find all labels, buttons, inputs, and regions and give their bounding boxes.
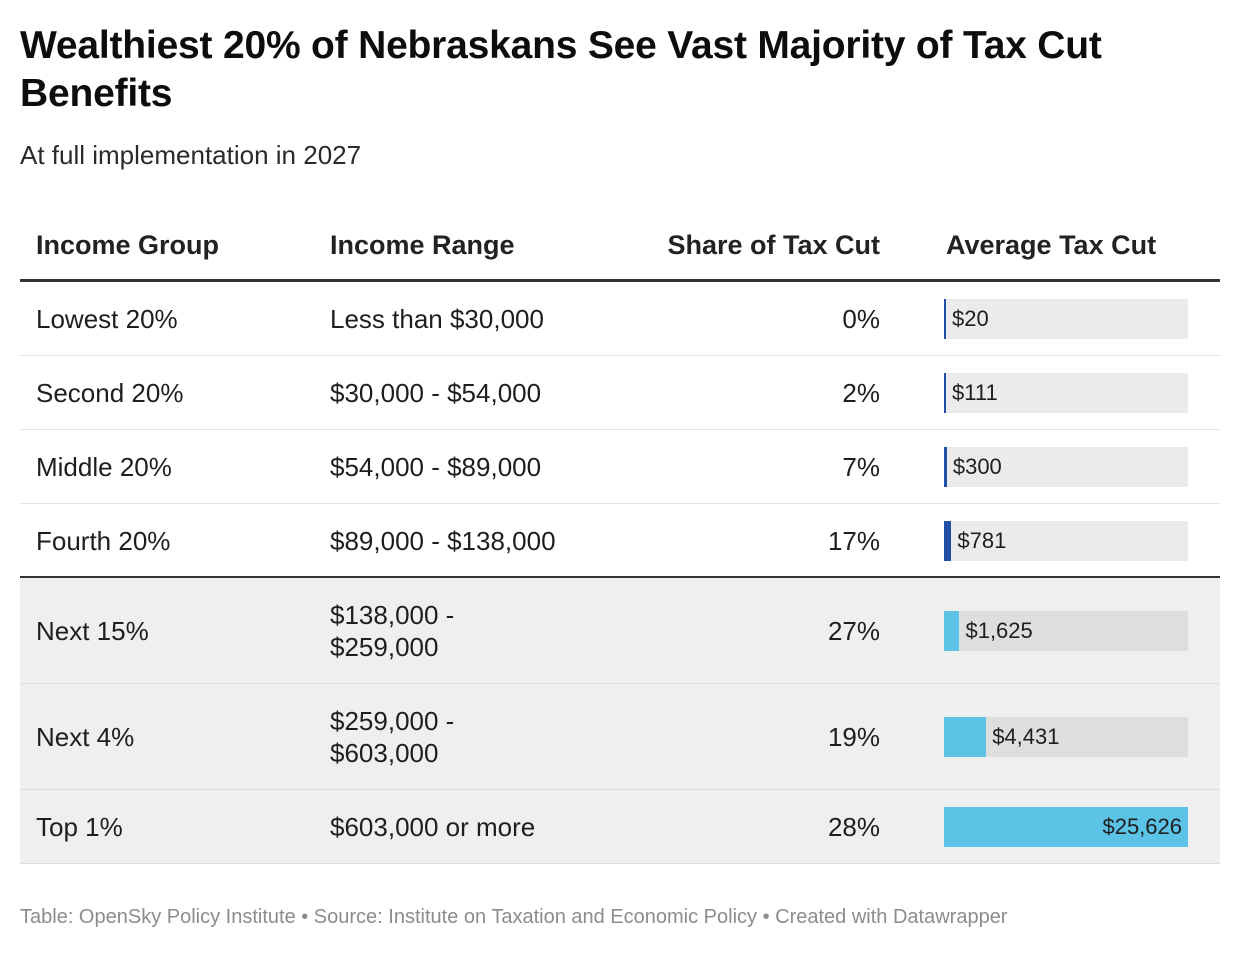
tax-cut-table: Income Group Income Range Share of Tax C… [20,216,1220,864]
table-row: Second 20% $30,000 - $54,000 2% $111 [20,356,1220,430]
income-range-line: $603,000 or more [330,812,536,842]
income-range-line: Less than $30,000 [330,304,544,334]
share-of-tax-cut-cell: 19% [827,722,880,752]
income-group-cell: Fourth 20% [36,526,171,556]
header-income-group: Income Group [36,230,220,260]
average-tax-cut-bar-track: $781 [944,521,1188,561]
average-tax-cut-bar [944,447,947,487]
table-row: Next 4% $259,000 - $603,000 19% $4,431 [20,684,1220,790]
chart-title: Wealthiest 20% of Nebraskans See Vast Ma… [20,24,1102,115]
average-tax-cut-bar-track: $25,626 [944,807,1188,847]
income-range-line: $89,000 - $138,000 [330,526,556,556]
share-of-tax-cut-cell: 27% [827,616,880,646]
income-group-cell: Second 20% [36,378,184,408]
income-range-cell: $30,000 - $54,000 [330,377,541,409]
income-group-cell: Lowest 20% [36,304,178,334]
table-row: Middle 20% $54,000 - $89,000 7% $300 [20,430,1220,504]
income-range-line: $603,000 [330,738,439,768]
average-tax-cut-bar-track: $111 [944,373,1188,413]
table-row: Top 1% $603,000 or more 28% $25,626 [20,790,1220,864]
table-row: Next 15% $138,000 - $259,000 27% $1,625 [20,578,1220,684]
income-group-cell: Top 1% [36,812,123,842]
income-range-line: $259,000 - [330,706,455,736]
average-tax-cut-label: $4,431 [992,724,1060,749]
income-range-line: $30,000 - $54,000 [330,378,542,408]
average-tax-cut-label: $781 [957,528,1007,553]
average-tax-cut-bar [944,521,952,561]
header-income-range: Income Range [330,230,515,260]
table-row: Lowest 20% Less than $30,000 0% $20 [20,282,1220,356]
average-tax-cut-bar [944,299,946,339]
average-tax-cut-bar-track: $300 [944,447,1188,487]
average-tax-cut-label: $25,626 [1102,814,1182,839]
income-range-cell: $54,000 - $89,000 [330,451,541,483]
header-average-tax-cut: Average Tax Cut [946,230,1157,260]
share-of-tax-cut-cell: 17% [827,526,880,556]
income-range-line: $138,000 - [330,600,455,630]
income-group-cell: Middle 20% [36,452,172,482]
income-range-cell: $138,000 - $259,000 [330,599,454,663]
income-range-line: $54,000 - $89,000 [330,452,542,482]
income-range-cell: $259,000 - $603,000 [330,705,454,769]
share-of-tax-cut-cell: 7% [842,452,880,482]
chart-subtitle: At full implementation in 2027 [20,140,362,170]
income-range-cell: $603,000 or more [330,811,535,843]
income-group-cell: Next 4% [36,722,135,752]
average-tax-cut-bar-track: $20 [944,299,1188,339]
average-tax-cut-label: $20 [952,306,989,331]
income-range-line: $259,000 [330,632,439,662]
chart-footer: Table: OpenSky Policy Institute • Source… [20,906,1008,928]
table-row: Fourth 20% $89,000 - $138,000 17% $781 [20,504,1220,578]
share-of-tax-cut-cell: 28% [827,812,880,842]
header-share-of-tax-cut: Share of Tax Cut [667,230,880,260]
income-range-cell: $89,000 - $138,000 [330,525,556,557]
average-tax-cut-bar [944,373,946,413]
average-tax-cut-bar-track: $4,431 [944,717,1188,757]
share-of-tax-cut-cell: 2% [842,378,880,408]
table-body: Lowest 20% Less than $30,000 0% $20 Second 2… [20,282,1220,864]
income-range-cell: Less than $30,000 [330,303,544,335]
average-tax-cut-label: $111 [952,380,998,405]
average-tax-cut-label: $300 [952,454,1002,479]
share-of-tax-cut-cell: 0% [842,304,880,334]
average-tax-cut-bar [944,807,1188,847]
average-tax-cut-bar [944,717,987,757]
average-tax-cut-bar-track: $1,625 [944,611,1188,651]
average-tax-cut-bar [944,611,960,651]
income-group-cell: Next 15% [36,616,149,646]
table-header: Income Group Income Range Share of Tax C… [20,216,1220,282]
average-tax-cut-label: $1,625 [965,618,1033,643]
